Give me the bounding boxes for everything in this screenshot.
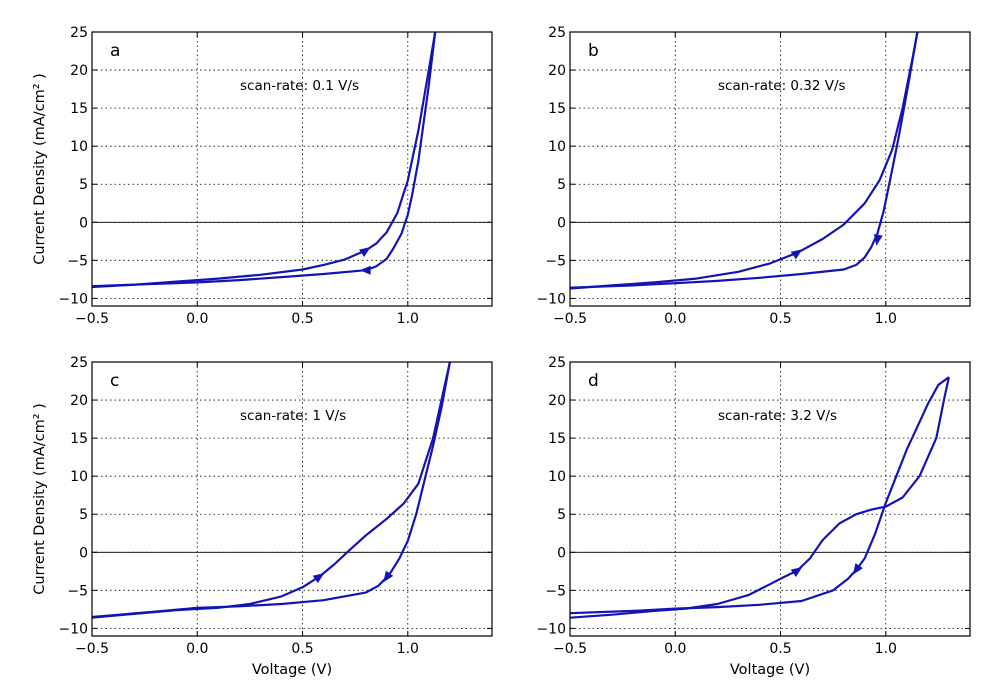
- chart-panel-d: −0.5 0.0 0.5 1.0 −10 −5 0 5 10 15 20 25 d scan-rate: …: [536, 355, 971, 678]
- series-line-reverse: [92, 362, 451, 619]
- y-tick-label: 15: [70, 101, 88, 117]
- y-tick-label: 0: [79, 215, 88, 231]
- x-axis-label: Voltage (V): [252, 662, 332, 678]
- scan-rate-annotation: scan-rate: 1 V/s: [240, 408, 346, 424]
- panel-label: c: [110, 371, 119, 391]
- x-tick-label: −0.5: [553, 641, 587, 657]
- x-tick-label: 0.0: [186, 311, 208, 327]
- x-tick-label: 0.5: [769, 311, 791, 327]
- y-tick-label: 25: [548, 25, 566, 41]
- y-tick-label: 10: [70, 469, 88, 485]
- y-tick-label: 25: [70, 25, 88, 41]
- x-tick-label: −0.5: [553, 311, 587, 327]
- y-tick-label: 10: [548, 469, 566, 485]
- y-axis-label: Current Density (mA/cm² ): [32, 403, 48, 595]
- y-tick-label: −5: [67, 583, 88, 599]
- sweep-direction-arrow: [312, 573, 325, 584]
- x-tick-label: 1.0: [397, 641, 419, 657]
- x-tick-label: 1.0: [397, 311, 419, 327]
- y-tick-label: 20: [70, 393, 88, 409]
- series-line-forward: [92, 32, 437, 289]
- y-tick-label: 20: [548, 393, 566, 409]
- y-tick-label: 0: [557, 215, 566, 231]
- scan-rate-annotation: scan-rate: 0.32 V/s: [718, 78, 846, 94]
- series-line-forward: [92, 362, 451, 619]
- y-tick-label: 10: [548, 139, 566, 155]
- panel-label: a: [110, 41, 120, 61]
- x-axis-label: Voltage (V): [730, 662, 810, 678]
- y-tick-label: 5: [557, 177, 566, 193]
- panel-label: d: [588, 371, 599, 391]
- x-tick-label: 1.0: [875, 641, 897, 657]
- y-tick-label: 0: [79, 545, 88, 561]
- plot-frame: [569, 31, 971, 307]
- chart-panel-a: −0.5 0.0 0.5 1.0 −10 −5 0 5 10 15 20 25 a scan-rate: …: [32, 25, 493, 327]
- x-tick-label: 0.0: [664, 641, 686, 657]
- sweep-direction-arrow: [359, 246, 371, 257]
- series-line-reverse: [570, 376, 950, 615]
- y-tick-label: 25: [548, 355, 566, 371]
- sweep-direction-arrow: [790, 249, 803, 260]
- chart-panel-b: −0.5 0.0 0.5 1.0 −10 −5 0 5 10 15 20 25 b scan-rate: …: [536, 25, 971, 327]
- sweep-direction-arrow: [852, 563, 863, 575]
- panel-label: b: [588, 41, 599, 61]
- scan-rate-annotation: scan-rate: 0.1 V/s: [240, 78, 359, 94]
- chart-panel-c: −0.5 0.0 0.5 1.0 −10 −5 0 5 10 15 20 25 c scan-rate: …: [32, 355, 493, 678]
- x-tick-label: 0.5: [291, 311, 313, 327]
- x-tick-label: 0.5: [291, 641, 313, 657]
- y-tick-label: 10: [70, 139, 88, 155]
- y-axis-label: Current Density (mA/cm² ): [32, 73, 48, 265]
- series-group: [92, 32, 437, 289]
- y-tick-label: 5: [557, 507, 566, 523]
- y-tick-label: 25: [70, 355, 88, 371]
- y-tick-label: −10: [536, 291, 566, 307]
- y-tick-label: −10: [58, 291, 88, 307]
- series-group: [570, 376, 950, 619]
- series-group: [92, 362, 451, 619]
- sweep-direction-arrow: [359, 265, 371, 275]
- x-tick-label: −0.5: [75, 311, 109, 327]
- series-line-reverse: [92, 32, 437, 288]
- x-tick-label: 1.0: [875, 311, 897, 327]
- scan-rate-annotation: scan-rate: 3.2 V/s: [718, 408, 837, 424]
- y-tick-label: −5: [545, 253, 566, 269]
- x-tick-label: 0.5: [769, 641, 791, 657]
- y-tick-label: −5: [545, 583, 566, 599]
- sweep-direction-arrow: [790, 567, 803, 578]
- sweep-direction-arrow: [873, 234, 883, 246]
- x-tick-label: −0.5: [75, 641, 109, 657]
- y-tick-label: 20: [70, 63, 88, 79]
- y-tick-label: 5: [79, 177, 88, 193]
- plot-frame: [569, 361, 971, 637]
- x-tick-label: 0.0: [664, 311, 686, 327]
- x-tick-label: 0.0: [186, 641, 208, 657]
- series-group: [570, 32, 919, 290]
- y-tick-label: −10: [536, 621, 566, 637]
- y-tick-label: 15: [548, 431, 566, 447]
- series-line-reverse: [570, 32, 919, 289]
- y-tick-label: 15: [70, 431, 88, 447]
- y-tick-label: 15: [548, 101, 566, 117]
- y-tick-label: −5: [67, 253, 88, 269]
- y-tick-label: −10: [58, 621, 88, 637]
- y-tick-label: 0: [557, 545, 566, 561]
- y-tick-label: 20: [548, 63, 566, 79]
- y-tick-label: 5: [79, 507, 88, 523]
- plot-frame: [91, 31, 493, 307]
- plot-frame: [91, 361, 493, 637]
- sweep-direction-arrow: [383, 570, 394, 583]
- series-line-forward: [570, 32, 919, 290]
